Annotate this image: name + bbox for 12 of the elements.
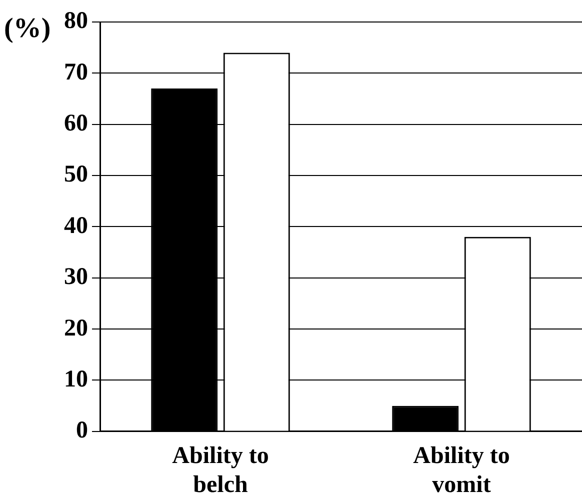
y-tick-label: 20 [64, 315, 88, 342]
y-axis-title: (%) [4, 13, 51, 44]
y-tick-label: 30 [64, 264, 88, 290]
x-tick-label: Ability to belch [172, 443, 269, 498]
y-tick-label: 50 [64, 162, 88, 188]
y-tick-label: 60 [64, 110, 88, 137]
x-tick-label: Ability to vomit [413, 443, 510, 498]
y-tick-label: 40 [64, 212, 88, 239]
y-tick-label: 70 [64, 59, 88, 86]
y-tick-label: 0 [76, 418, 88, 444]
y-tick-label: 10 [64, 366, 88, 392]
y-tick-label: 80 [64, 8, 88, 34]
